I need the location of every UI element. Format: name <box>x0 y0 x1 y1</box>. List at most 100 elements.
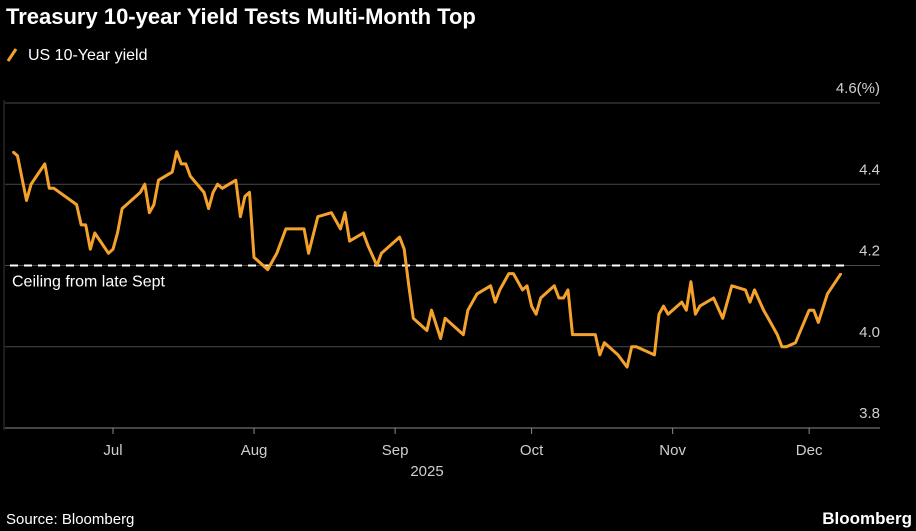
data-point <box>257 260 260 263</box>
data-point <box>148 211 151 214</box>
x-tick-label: Sep <box>382 442 409 459</box>
data-point <box>339 228 342 230</box>
data-point <box>599 354 601 356</box>
data-point <box>553 285 556 287</box>
data-point <box>430 309 433 311</box>
data-point <box>526 285 528 287</box>
data-point <box>562 297 565 299</box>
data-point <box>53 187 55 190</box>
data-point <box>494 301 497 303</box>
data-point <box>589 333 592 336</box>
data-point <box>84 224 87 226</box>
data-point <box>75 203 78 206</box>
data-point <box>808 309 810 311</box>
data-point <box>512 272 515 275</box>
chart-title: Treasury 10-year Yield Tests Multi-Month… <box>6 4 476 29</box>
data-point <box>144 183 146 186</box>
data-point <box>439 337 442 340</box>
data-point <box>662 305 665 307</box>
x-tick-label: Dec <box>796 442 823 459</box>
data-point <box>767 317 769 320</box>
bloomberg-logo: Bloomberg <box>822 509 912 528</box>
data-point <box>43 163 46 165</box>
data-point <box>412 317 415 320</box>
data-point <box>185 163 187 165</box>
ceiling-annotation: Ceiling from late Sept <box>10 264 850 291</box>
data-point <box>744 289 747 291</box>
data-point <box>348 240 351 242</box>
data-point <box>221 187 223 190</box>
data-point <box>653 354 656 356</box>
data-point <box>426 329 428 332</box>
data-point <box>112 248 114 251</box>
data-point <box>235 179 237 181</box>
y-axis: 3.8 4.0 4.2 4.4 4.6(%) <box>836 80 880 422</box>
data-point <box>721 317 724 320</box>
data-point <box>489 285 492 287</box>
data-point <box>630 345 633 348</box>
data-points <box>12 150 842 368</box>
data-point <box>699 305 701 307</box>
data-point <box>762 309 765 311</box>
data-point <box>694 313 697 316</box>
data-point <box>567 289 569 291</box>
data-point <box>535 313 537 316</box>
data-point <box>776 333 779 336</box>
data-point <box>407 285 410 287</box>
data-point <box>107 252 110 255</box>
y-tick-label: 4.0 <box>859 324 880 341</box>
data-point <box>781 345 783 348</box>
data-point <box>594 333 597 336</box>
data-point <box>530 305 533 307</box>
x-tick-label: Nov <box>659 442 686 459</box>
data-point <box>417 321 419 324</box>
data-point <box>307 252 310 255</box>
legend-label: US 10-Year yield <box>28 47 147 64</box>
data-point <box>667 313 669 316</box>
data-point <box>840 272 842 275</box>
data-point <box>157 179 160 181</box>
source-note: Source: Bloomberg <box>6 511 134 528</box>
data-point <box>30 183 32 186</box>
data-point <box>276 252 278 255</box>
data-point <box>175 150 178 153</box>
x-axis: Jul Aug Sep Oct Nov Dec <box>103 428 823 459</box>
data-point <box>180 163 183 165</box>
data-point <box>248 191 251 194</box>
series-line-us-10-year-yield <box>11 150 843 369</box>
data-point <box>476 293 478 295</box>
data-point <box>603 341 606 344</box>
y-tick-label: 4.6(%) <box>836 80 880 97</box>
data-point <box>444 317 446 320</box>
data-point <box>658 313 660 316</box>
y-tick-label: 4.4 <box>859 161 880 178</box>
data-point <box>330 211 333 214</box>
x-tick-label: Oct <box>520 442 544 459</box>
data-point <box>508 272 510 275</box>
data-point <box>558 297 560 299</box>
data-point <box>121 207 123 210</box>
data-point <box>303 228 305 230</box>
data-point <box>462 333 465 336</box>
x-tick-label: Jul <box>103 442 122 459</box>
data-point <box>753 289 756 291</box>
data-point <box>680 301 683 303</box>
legend: US 10-Year yield <box>6 47 147 64</box>
data-point <box>244 195 246 198</box>
data-point <box>316 215 319 218</box>
data-point <box>116 232 119 234</box>
data-point <box>16 155 19 157</box>
data-point <box>398 236 401 238</box>
data-point <box>812 309 815 311</box>
data-point <box>89 248 92 251</box>
data-point <box>344 211 346 214</box>
data-point <box>785 345 788 348</box>
data-point <box>80 224 82 226</box>
data-point <box>25 199 28 202</box>
data-point <box>367 244 369 246</box>
data-point <box>216 183 219 186</box>
data-point <box>626 366 628 368</box>
data-point <box>285 228 287 230</box>
data-point <box>253 256 255 259</box>
